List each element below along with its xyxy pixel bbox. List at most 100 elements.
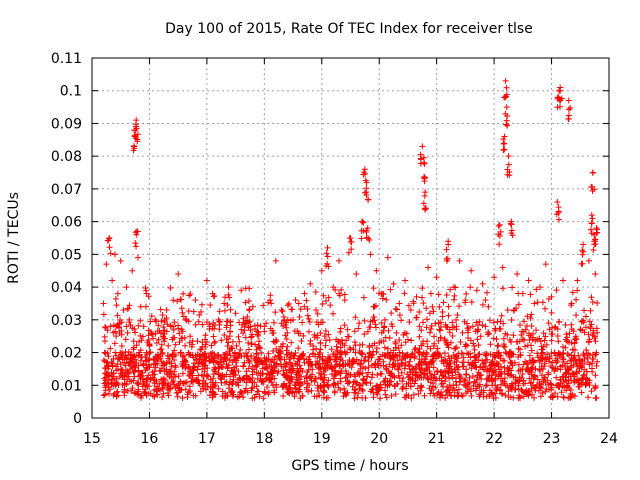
- data-point: [519, 290, 526, 297]
- data-point-band: [268, 379, 275, 386]
- data-point-band: [329, 366, 336, 373]
- data-point-band: [172, 373, 179, 380]
- data-point-band: [585, 350, 592, 357]
- data-point-band: [493, 387, 500, 394]
- data-point-band: [446, 329, 453, 336]
- data-point-band: [259, 361, 266, 368]
- data-point-band: [127, 366, 134, 373]
- data-point-band: [552, 323, 559, 330]
- data-point-band: [249, 363, 256, 370]
- data-point: [473, 287, 480, 294]
- data-point-band: [528, 347, 535, 354]
- data-point-band: [129, 385, 136, 392]
- data-point-cluster: [421, 160, 428, 167]
- data-point-band: [319, 356, 326, 363]
- data-point-band: [358, 386, 365, 393]
- data-point: [183, 379, 190, 385]
- data-point: [261, 323, 268, 330]
- data-point-band: [361, 377, 368, 384]
- data-point-band: [122, 362, 129, 369]
- data-point-band: [570, 370, 577, 377]
- data-point-band: [393, 306, 400, 313]
- data-point: [136, 349, 143, 356]
- data-point-band: [351, 339, 358, 346]
- data-point-band: [279, 343, 286, 350]
- data-point-band: [278, 361, 285, 368]
- data-point: [281, 372, 288, 379]
- data-point: [574, 277, 581, 284]
- data-point-band: [419, 285, 426, 292]
- data-point-band: [538, 343, 545, 350]
- data-point-band: [426, 385, 433, 392]
- data-point-band: [493, 336, 500, 343]
- data-point-band: [257, 370, 264, 377]
- data-point-band: [471, 357, 478, 364]
- data-point-band: [529, 357, 536, 364]
- data-point-cluster: [588, 219, 595, 226]
- data-point-band: [387, 372, 394, 379]
- data-point-band: [300, 332, 307, 339]
- data-point-cluster: [588, 183, 595, 190]
- data-point-band: [418, 327, 425, 334]
- data-point-band: [371, 340, 378, 347]
- data-point: [491, 274, 498, 281]
- data-point-band: [286, 377, 293, 384]
- data-point-band: [314, 382, 321, 389]
- data-point-band: [416, 365, 423, 372]
- y-tick-label: 0.05: [51, 247, 82, 263]
- data-point-band: [145, 327, 152, 334]
- data-point-cluster: [555, 216, 562, 223]
- data-point-band: [131, 373, 138, 380]
- data-point-band: [561, 378, 568, 385]
- data-point-band: [571, 347, 578, 354]
- data-point-band: [209, 349, 216, 356]
- data-point-band: [554, 332, 561, 339]
- data-point-band: [548, 386, 555, 393]
- data-point-cluster: [578, 260, 585, 267]
- data-point: [551, 349, 558, 356]
- data-point-band: [246, 358, 253, 365]
- data-point-band: [449, 319, 456, 326]
- data-point-band: [330, 375, 337, 382]
- data-point-band: [170, 297, 177, 304]
- data-point-band: [328, 363, 335, 369]
- y-tick-label: 0: [73, 411, 82, 427]
- data-point-band: [474, 336, 481, 343]
- data-point-band: [498, 390, 505, 397]
- data-point-band: [122, 336, 129, 343]
- data-point-band: [528, 385, 535, 392]
- data-point-band: [219, 393, 226, 400]
- data-point: [410, 365, 417, 372]
- data-point-band: [138, 337, 145, 344]
- data-point-band: [416, 350, 423, 357]
- data-point-band: [569, 289, 576, 296]
- data-point-band: [514, 338, 521, 345]
- data-point: [180, 313, 187, 320]
- data-point-band: [147, 349, 154, 356]
- data-point-band: [236, 350, 243, 357]
- data-point-band: [286, 366, 293, 373]
- data-point: [287, 359, 294, 366]
- data-point-band: [461, 318, 468, 325]
- data-point-band: [316, 360, 323, 367]
- data-point-band: [430, 364, 437, 371]
- data-point: [511, 307, 518, 313]
- data-point-band: [404, 351, 411, 358]
- data-point-band: [289, 389, 296, 396]
- data-point: [120, 307, 127, 313]
- data-point-band: [295, 345, 302, 352]
- axis-ticks: [91, 57, 610, 419]
- data-point-cluster: [508, 227, 515, 234]
- data-point-band: [515, 385, 522, 392]
- data-point-band: [101, 358, 108, 365]
- data-point-band: [210, 359, 217, 366]
- data-point-band: [119, 369, 126, 376]
- data-point: [471, 343, 478, 349]
- data-point-band: [454, 366, 461, 373]
- data-point-band: [403, 391, 410, 398]
- data-point-band: [306, 353, 313, 360]
- data-point-band: [223, 322, 230, 329]
- data-point-band: [337, 325, 344, 332]
- data-point-band: [244, 353, 251, 360]
- data-point-band: [267, 325, 274, 332]
